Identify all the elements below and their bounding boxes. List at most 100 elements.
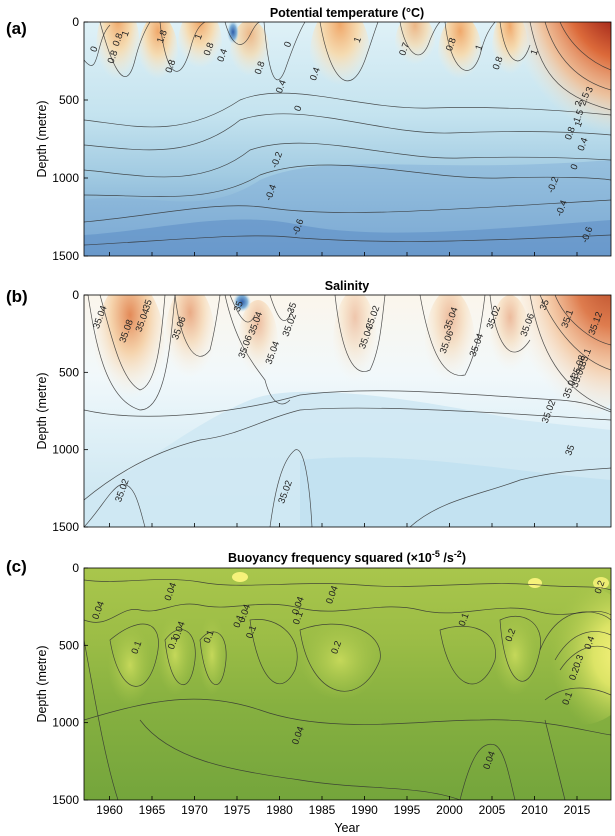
panel-c-ylabel: Depth (metre) (35, 645, 49, 722)
panel-a-contour-label-33: -0.6 (290, 217, 306, 236)
xtick-label-6: 1990 (351, 803, 378, 817)
panel-a-contour-label-23: 1.5 (571, 108, 586, 124)
panel-b-label: (b) (6, 287, 28, 306)
panel-b-frame (83, 294, 612, 528)
panel-c-contour-label-16: 0.3 (571, 653, 586, 669)
xtick-label-8: 2000 (436, 803, 463, 817)
panel-c-contour-label-19: 0.2 (593, 579, 608, 595)
xtick-label-7: 1995 (394, 803, 421, 817)
panel-b-ytick-label-2: 1000 (52, 443, 79, 457)
panel-b-ytick-label-1: 500 (59, 365, 79, 379)
panel-a-label: (a) (6, 19, 27, 38)
xtick-label-4: 1980 (266, 803, 293, 817)
panel-a-ylabel: Depth (metre) (35, 100, 49, 177)
panel-a-contour-label-0: 0 (88, 45, 100, 54)
panel-a-ytick-label-0: 0 (72, 15, 79, 29)
panel-c-contour-label-8: 0.1 (244, 624, 259, 640)
panel-a-contour-label-4: 1.8 (155, 29, 170, 45)
panel-a-contour-label-12: 0 (292, 104, 304, 113)
panel-b-ytick-label-0: 0 (72, 288, 79, 302)
panel-a-contour-label-13: 0.4 (308, 66, 323, 82)
panel-c: (c) Buoyancy frequency squared (×10-5 /s… (6, 549, 612, 817)
panel-b-ytick-label-3: 1500 (52, 520, 79, 534)
panel-a-contour-label-11: 0 (282, 40, 294, 49)
panel-c-ytick-label-2: 1000 (52, 716, 79, 730)
xtick-label-9: 2005 (479, 803, 506, 817)
panel-a-contour-label-21: 2.5 (577, 91, 592, 107)
panel-a-contour-label-1: 0.8 (106, 49, 121, 65)
panel-a-contour-label-14: 1 (352, 35, 364, 44)
panel-a-contour-label-18: 0.8 (491, 55, 506, 71)
panel-a-contour-label-28: -0.2 (545, 175, 561, 194)
panel-a: (a) Potential temperature (°C) (6, 6, 612, 263)
panel-a-contour-label-5: 0.8 (163, 58, 178, 74)
panel-a-ytick-label-1: 500 (59, 93, 79, 107)
panel-a-contour-label-2: 0.8 (111, 32, 126, 48)
panel-a-contour-label-22: 2 (573, 99, 585, 108)
panel-c-contour-label-5: 0.1 (202, 629, 217, 645)
xtick-label-1: 1965 (139, 803, 166, 817)
xtick-label-5: 1985 (309, 803, 336, 817)
panel-b-contour-label-10: 35 (285, 301, 299, 315)
panel-c-axes: 0 500 1000 1500 1960 1965 1970 1975 1980 1985 1990… (52, 561, 590, 817)
panel-c-frame (83, 567, 612, 801)
panel-b-title: Salinity (325, 279, 370, 293)
panel-b-contour-label-5: 35 (232, 300, 246, 314)
panel-c-contour-label-10: 0.1 (291, 610, 306, 626)
panel-a-contour-label-27: 0 (569, 163, 581, 172)
panel-a-frame (83, 21, 612, 257)
panel-a-contour-label-29: -0.4 (554, 199, 570, 218)
xtick-label-3: 1975 (224, 803, 251, 817)
panel-c-contour-label-2: 0.1 (129, 639, 144, 655)
panel-a-contour-label-10: 0.4 (274, 79, 289, 95)
panel-a-contour-label-20: 3 (584, 85, 596, 94)
panel-c-ytick-label-1: 500 (59, 638, 79, 652)
panel-a-contour-label-31: -0.2 (269, 150, 285, 169)
panel-b-contour-label-18: 35 (538, 298, 552, 312)
panel-c-field (84, 568, 611, 800)
panel-b-contour-label-3: 35 (141, 298, 155, 312)
panel-a-contour-label-15: 0.7 (397, 41, 412, 57)
panel-a-title: Potential temperature (°C) (270, 6, 424, 20)
panel-c-contour-label-13: 0.1 (457, 612, 472, 628)
panel-c-contour-labels: 0.040.040.10.040.1 0.10.10.040.10.040.10.… (90, 579, 607, 771)
xtick-label-2: 1970 (181, 803, 208, 817)
panel-c-title: Buoyancy frequency squared (×10-5 /s-2) (228, 549, 466, 565)
panel-c-ytick-label-3: 1500 (52, 793, 79, 807)
panel-b: (b) Salinity (6, 279, 612, 534)
panel-a-contour-label-32: -0.4 (263, 183, 279, 202)
panel-b-field (84, 295, 611, 527)
xtick-label-10: 2010 (521, 803, 548, 817)
panel-b-ylabel: Depth (metre) (35, 372, 49, 449)
panel-c-contour-label-4: 0.1 (166, 635, 181, 651)
panel-a-contour-label-26: 0.4 (576, 136, 591, 152)
xtick-label-11: 2015 (564, 803, 591, 817)
panel-a-contour-label-19: 1 (529, 48, 541, 57)
panel-c-contour-label-14: 0.2 (503, 627, 518, 643)
x-axis-label: Year (334, 821, 359, 835)
panel-a-contour-label-25: 0.8 (563, 125, 578, 141)
panel-a-contour-label-17: 1 (473, 43, 485, 52)
panel-c-contour-label-18: 0.1 (560, 691, 575, 707)
panel-b-axes: 0 500 1000 1500 (52, 288, 578, 534)
panel-a-contour-label-6: 1 (193, 32, 205, 41)
panel-c-contour-label-6: 0.1 (231, 613, 246, 629)
panel-a-contour-label-8: 0.4 (215, 47, 230, 63)
panel-a-ytick-label-2: 1000 (52, 171, 79, 185)
panel-a-contour-label-3: 1 (120, 29, 132, 38)
panel-c-contour-label-17: 0.2 (567, 666, 582, 682)
panel-a-field (84, 22, 611, 256)
panel-a-contour-label-9: 0.8 (253, 60, 268, 76)
panel-a-contour-label-7: 0.8 (202, 41, 217, 57)
panel-b-contour-label-26: 35 (563, 444, 577, 458)
panel-a-contour-label-30: -0.6 (579, 225, 595, 244)
panel-a-contour-label-16: 0.8 (444, 36, 459, 52)
panel-a-contour-label-24: 1 (573, 120, 585, 129)
panel-c-ytick-label-0: 0 (72, 561, 79, 575)
panel-c-contour-label-12: 0.2 (329, 639, 344, 655)
xtick-label-0: 1960 (96, 803, 123, 817)
panel-c-contour-label-15: 0.4 (583, 635, 598, 651)
